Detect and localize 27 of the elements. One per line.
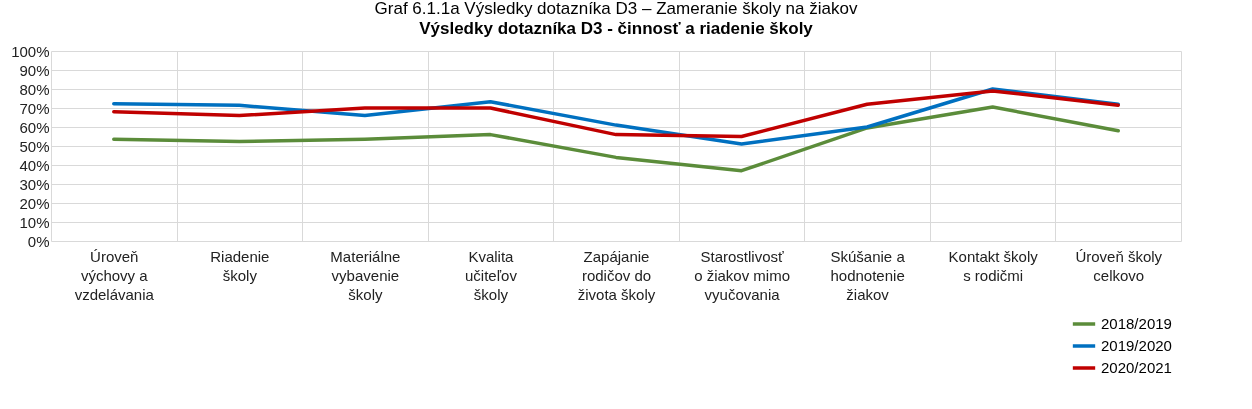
line-series bbox=[112, 105, 1120, 173]
y-tick-label: 30% bbox=[19, 175, 50, 193]
y-tick-label: 40% bbox=[19, 156, 50, 174]
y-tick-label: 20% bbox=[19, 194, 50, 212]
y-tick-label: 50% bbox=[19, 137, 50, 155]
x-tick-label: Zapájanie rodičov do života školy bbox=[577, 247, 656, 303]
y-tick-label: 10% bbox=[19, 213, 50, 231]
legend-label: 2018/2019 bbox=[1101, 315, 1172, 332]
x-tick-label: Kontakt školy s rodičmi bbox=[948, 247, 1039, 284]
chart-title: Graf 6.1.1a Výsledky dotazníka D3 – Zameranie školy na žiakov bbox=[374, 0, 858, 18]
y-tick-label: 80% bbox=[19, 80, 50, 98]
x-tick-label: Skúšanie a hodnotenie žiakov bbox=[830, 247, 906, 303]
y-tick-label: 0% bbox=[27, 232, 50, 250]
legend-label: 2020/2021 bbox=[1101, 359, 1172, 376]
y-tick-label: 60% bbox=[19, 118, 50, 136]
x-tick-label: Úroveň výchovy a vzdelávania bbox=[74, 247, 155, 303]
y-tick-label: 70% bbox=[19, 99, 50, 117]
legend-label: 2019/2020 bbox=[1101, 337, 1172, 354]
line-series bbox=[112, 89, 1120, 139]
y-tick-label: 90% bbox=[19, 61, 50, 79]
y-tick-label: 100% bbox=[11, 42, 50, 60]
x-tick-label: Riadenie školy bbox=[210, 247, 270, 284]
x-tick-label: Materiálne vybavenie školy bbox=[330, 247, 401, 303]
x-tick-label: Kvalita učiteľov školy bbox=[464, 247, 518, 303]
x-tick-label: Starostlivosť o žiakov mimo vyučovania bbox=[694, 247, 790, 303]
x-tick-label: Úroveň školy celkovo bbox=[1075, 247, 1163, 284]
chart-subtitle: Výsledky dotazníka D3 - činnosť a riadenie školy bbox=[419, 19, 814, 38]
